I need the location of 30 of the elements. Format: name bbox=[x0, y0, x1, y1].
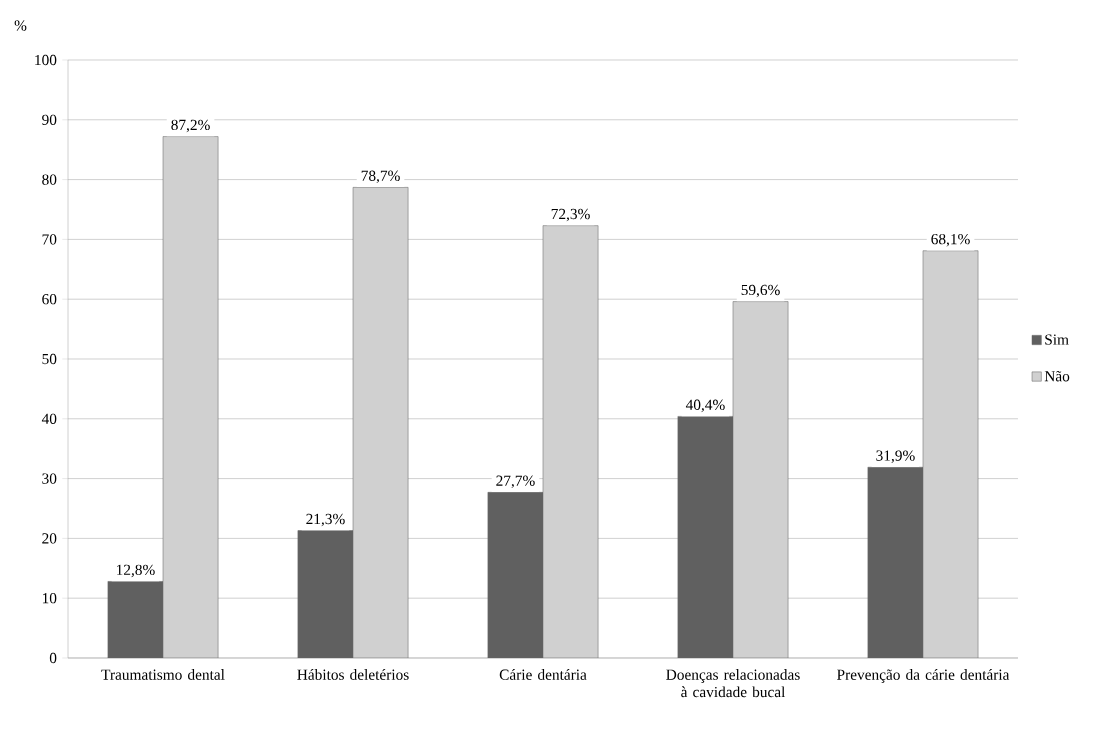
data-label: 72,3% bbox=[551, 208, 590, 222]
data-label: 12,8% bbox=[116, 564, 155, 578]
y-tick-label: 80 bbox=[42, 174, 57, 185]
data-label: 68,1% bbox=[931, 233, 970, 247]
data-label: 40,4% bbox=[685, 399, 725, 413]
data-label: 59,6% bbox=[741, 284, 780, 298]
x-tick-label: Traumatismo dental bbox=[101, 669, 225, 680]
legend-label: Sim bbox=[1045, 334, 1069, 345]
y-tick-label: 100 bbox=[35, 54, 57, 66]
x-tick-label: Prevenção da cárie dentária bbox=[837, 669, 1010, 683]
y-axis-title: % bbox=[14, 20, 27, 31]
y-tick-label: 40 bbox=[41, 413, 57, 424]
y-tick-label: 50 bbox=[42, 353, 57, 365]
data-label: 31,9% bbox=[876, 450, 915, 463]
y-tick-label: 70 bbox=[42, 234, 57, 245]
y-tick-label: 20 bbox=[42, 533, 57, 544]
y-tick-label: 0 bbox=[49, 652, 57, 664]
data-label: 27,7% bbox=[496, 475, 535, 489]
data-label: 78,7% bbox=[361, 170, 400, 184]
x-tick-label: Cárie dentária bbox=[499, 669, 587, 680]
y-tick-label: 60 bbox=[42, 294, 57, 305]
x-tick-label: Hábitos deletérios bbox=[297, 669, 409, 680]
data-label: 87,2% bbox=[171, 119, 210, 133]
y-tick-label: 10 bbox=[42, 593, 57, 604]
bar bbox=[542, 225, 599, 658]
y-tick-label: 90 bbox=[42, 114, 57, 125]
y-tick-label: 30 bbox=[42, 473, 57, 484]
data-label: 21,3% bbox=[306, 513, 345, 527]
legend-label: Não bbox=[1044, 370, 1070, 382]
x-tick-label: Doenças relacionadas à cavidade bucal bbox=[666, 669, 800, 698]
